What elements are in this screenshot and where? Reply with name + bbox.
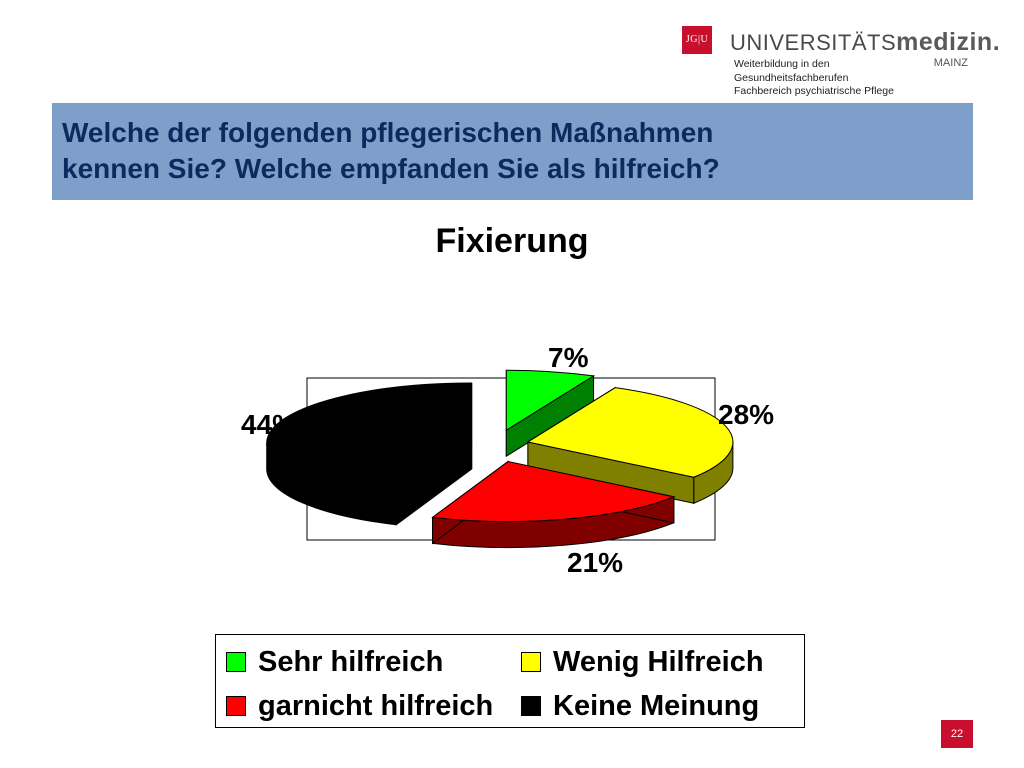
data-label-keine-meinung: 44% [241,409,298,440]
pie-slices [266,369,734,549]
legend-item-keine-meinung: Keine Meinung [521,689,759,723]
page-number: 22 [941,720,973,748]
legend-label: Wenig Hilfreich [553,645,764,678]
logo-word-bold: medizin. [896,28,1001,56]
data-label-wenig-hilfreich: 28% [718,399,775,430]
data-label-sehr-hilfreich: 7% [548,342,589,373]
subtitle-line: Fachbereich psychiatrische Pflege [734,85,894,97]
slide-title-line: Welche der folgenden pflegerischen Maßna… [62,117,714,148]
slide-title-bar: Welche der folgenden pflegerischen Maßna… [52,103,973,200]
logo-word-regular: UNIVERSITÄTS [730,30,897,55]
legend-item-garnicht-hilfreich: garnicht hilfreich [226,689,493,723]
chart-legend: Sehr hilfreich Wenig Hilfreich garnicht … [215,634,805,728]
legend-item-wenig-hilfreich: Wenig Hilfreich [521,645,764,679]
slide-title: Welche der folgenden pflegerischen Maßna… [62,115,962,187]
legend-item-sehr-hilfreich: Sehr hilfreich [226,645,443,679]
pie-slice-wenig-hilfreich [526,387,734,478]
subtitle-line: Gesundheitsfachberufen [734,71,849,84]
legend-swatch [226,652,246,672]
university-logo: JG|U UNIVERSITÄTSmedizin. MAINZ Weiterbi… [682,26,1000,100]
slide-title-line: kennen Sie? Welche empfanden Sie als hil… [62,153,720,184]
chart-title: Fixierung [435,222,589,260]
legend-label: Sehr hilfreich [258,645,444,678]
logo-city: MAINZ [933,57,968,69]
legend-swatch [226,696,246,716]
pie-slice-keine-meinung [266,382,473,500]
legend-label: Keine Meinung [553,689,760,722]
jgu-logo-mark: JG|U [682,26,712,54]
legend-label: garnicht hilfreich [258,689,494,722]
legend-swatch [521,652,541,672]
pie-slice-garnicht-hilfreich [431,461,676,523]
data-label-garnicht-hilfreich: 21% [567,547,624,578]
logo-wordmark: UNIVERSITÄTSmedizin. [730,28,1000,57]
pie-slice-sehr-hilfreich [505,369,596,432]
department-subtitle: Weiterbildung in den Gesundheitsfachberu… [734,58,894,99]
legend-swatch [521,696,541,716]
subtitle-line: Weiterbildung in den [734,58,830,70]
